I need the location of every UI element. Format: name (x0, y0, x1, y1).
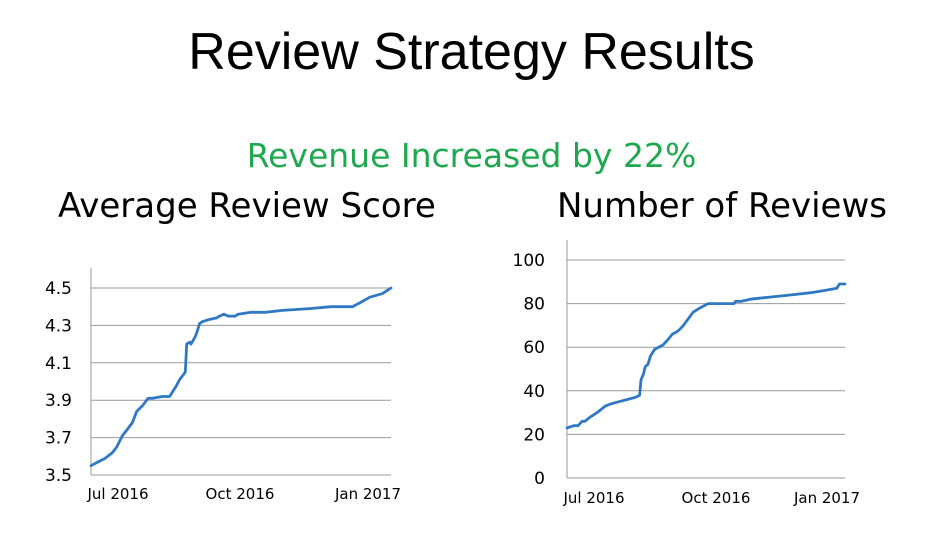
x-tick-label: Oct 2016 (206, 485, 275, 503)
x-tick-label: Oct 2016 (682, 489, 751, 507)
y-tick-label: 80 (523, 295, 545, 315)
page-title: Review Strategy Results (188, 23, 755, 81)
y-tick-label: 4.1 (45, 354, 72, 374)
x-tick-label: Jul 2016 (86, 485, 148, 503)
y-tick-label: 100 (513, 251, 545, 271)
x-tick-label: Jan 2017 (334, 485, 401, 503)
y-tick-label: 0 (534, 469, 545, 489)
y-tick-label: 20 (523, 425, 545, 445)
y-tick-label: 3.9 (45, 391, 72, 411)
y-tick-label: 60 (523, 338, 545, 358)
series-line-avg-score (89, 286, 393, 468)
revenue-callout: Revenue Increased by 22% (246, 136, 697, 175)
x-tick-label: Jul 2016 (562, 489, 624, 507)
y-tick-label: 4.3 (45, 316, 72, 336)
chart-title-average-review-score: Average Review Score (58, 186, 436, 226)
chart-title-number-of-reviews: Number of Reviews (557, 186, 887, 226)
series-line-num-reviews (565, 282, 847, 430)
y-tick-label: 3.7 (45, 429, 72, 449)
y-tick-label: 4.5 (45, 279, 72, 299)
y-tick-label: 40 (523, 382, 545, 402)
x-tick-label: Jan 2017 (793, 489, 860, 507)
y-tick-label: 3.5 (45, 466, 72, 486)
